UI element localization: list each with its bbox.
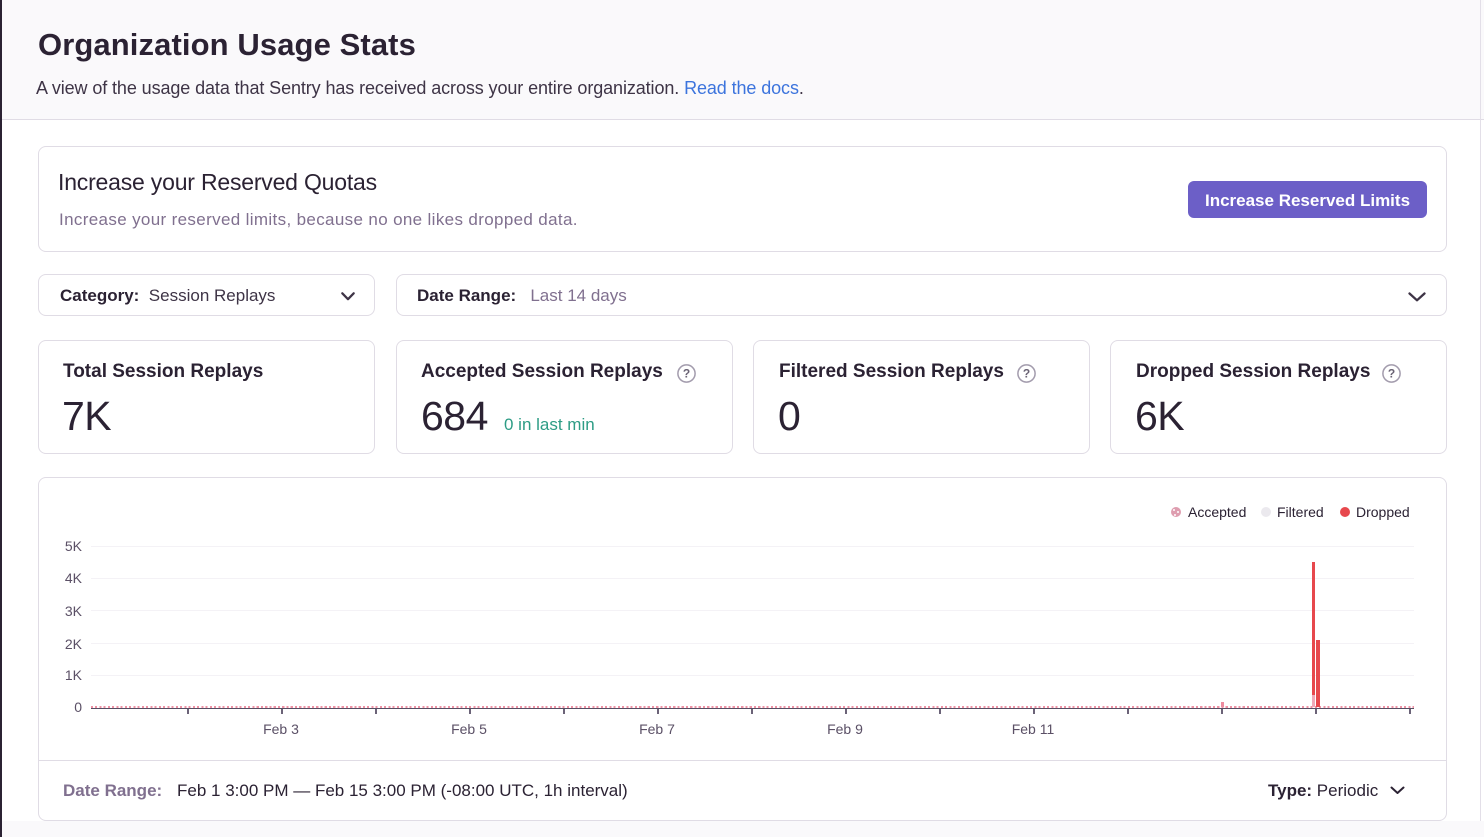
svg-text:?: ? [682,366,689,380]
svg-text:?: ? [1388,366,1395,380]
svg-text:?: ? [1022,366,1029,380]
